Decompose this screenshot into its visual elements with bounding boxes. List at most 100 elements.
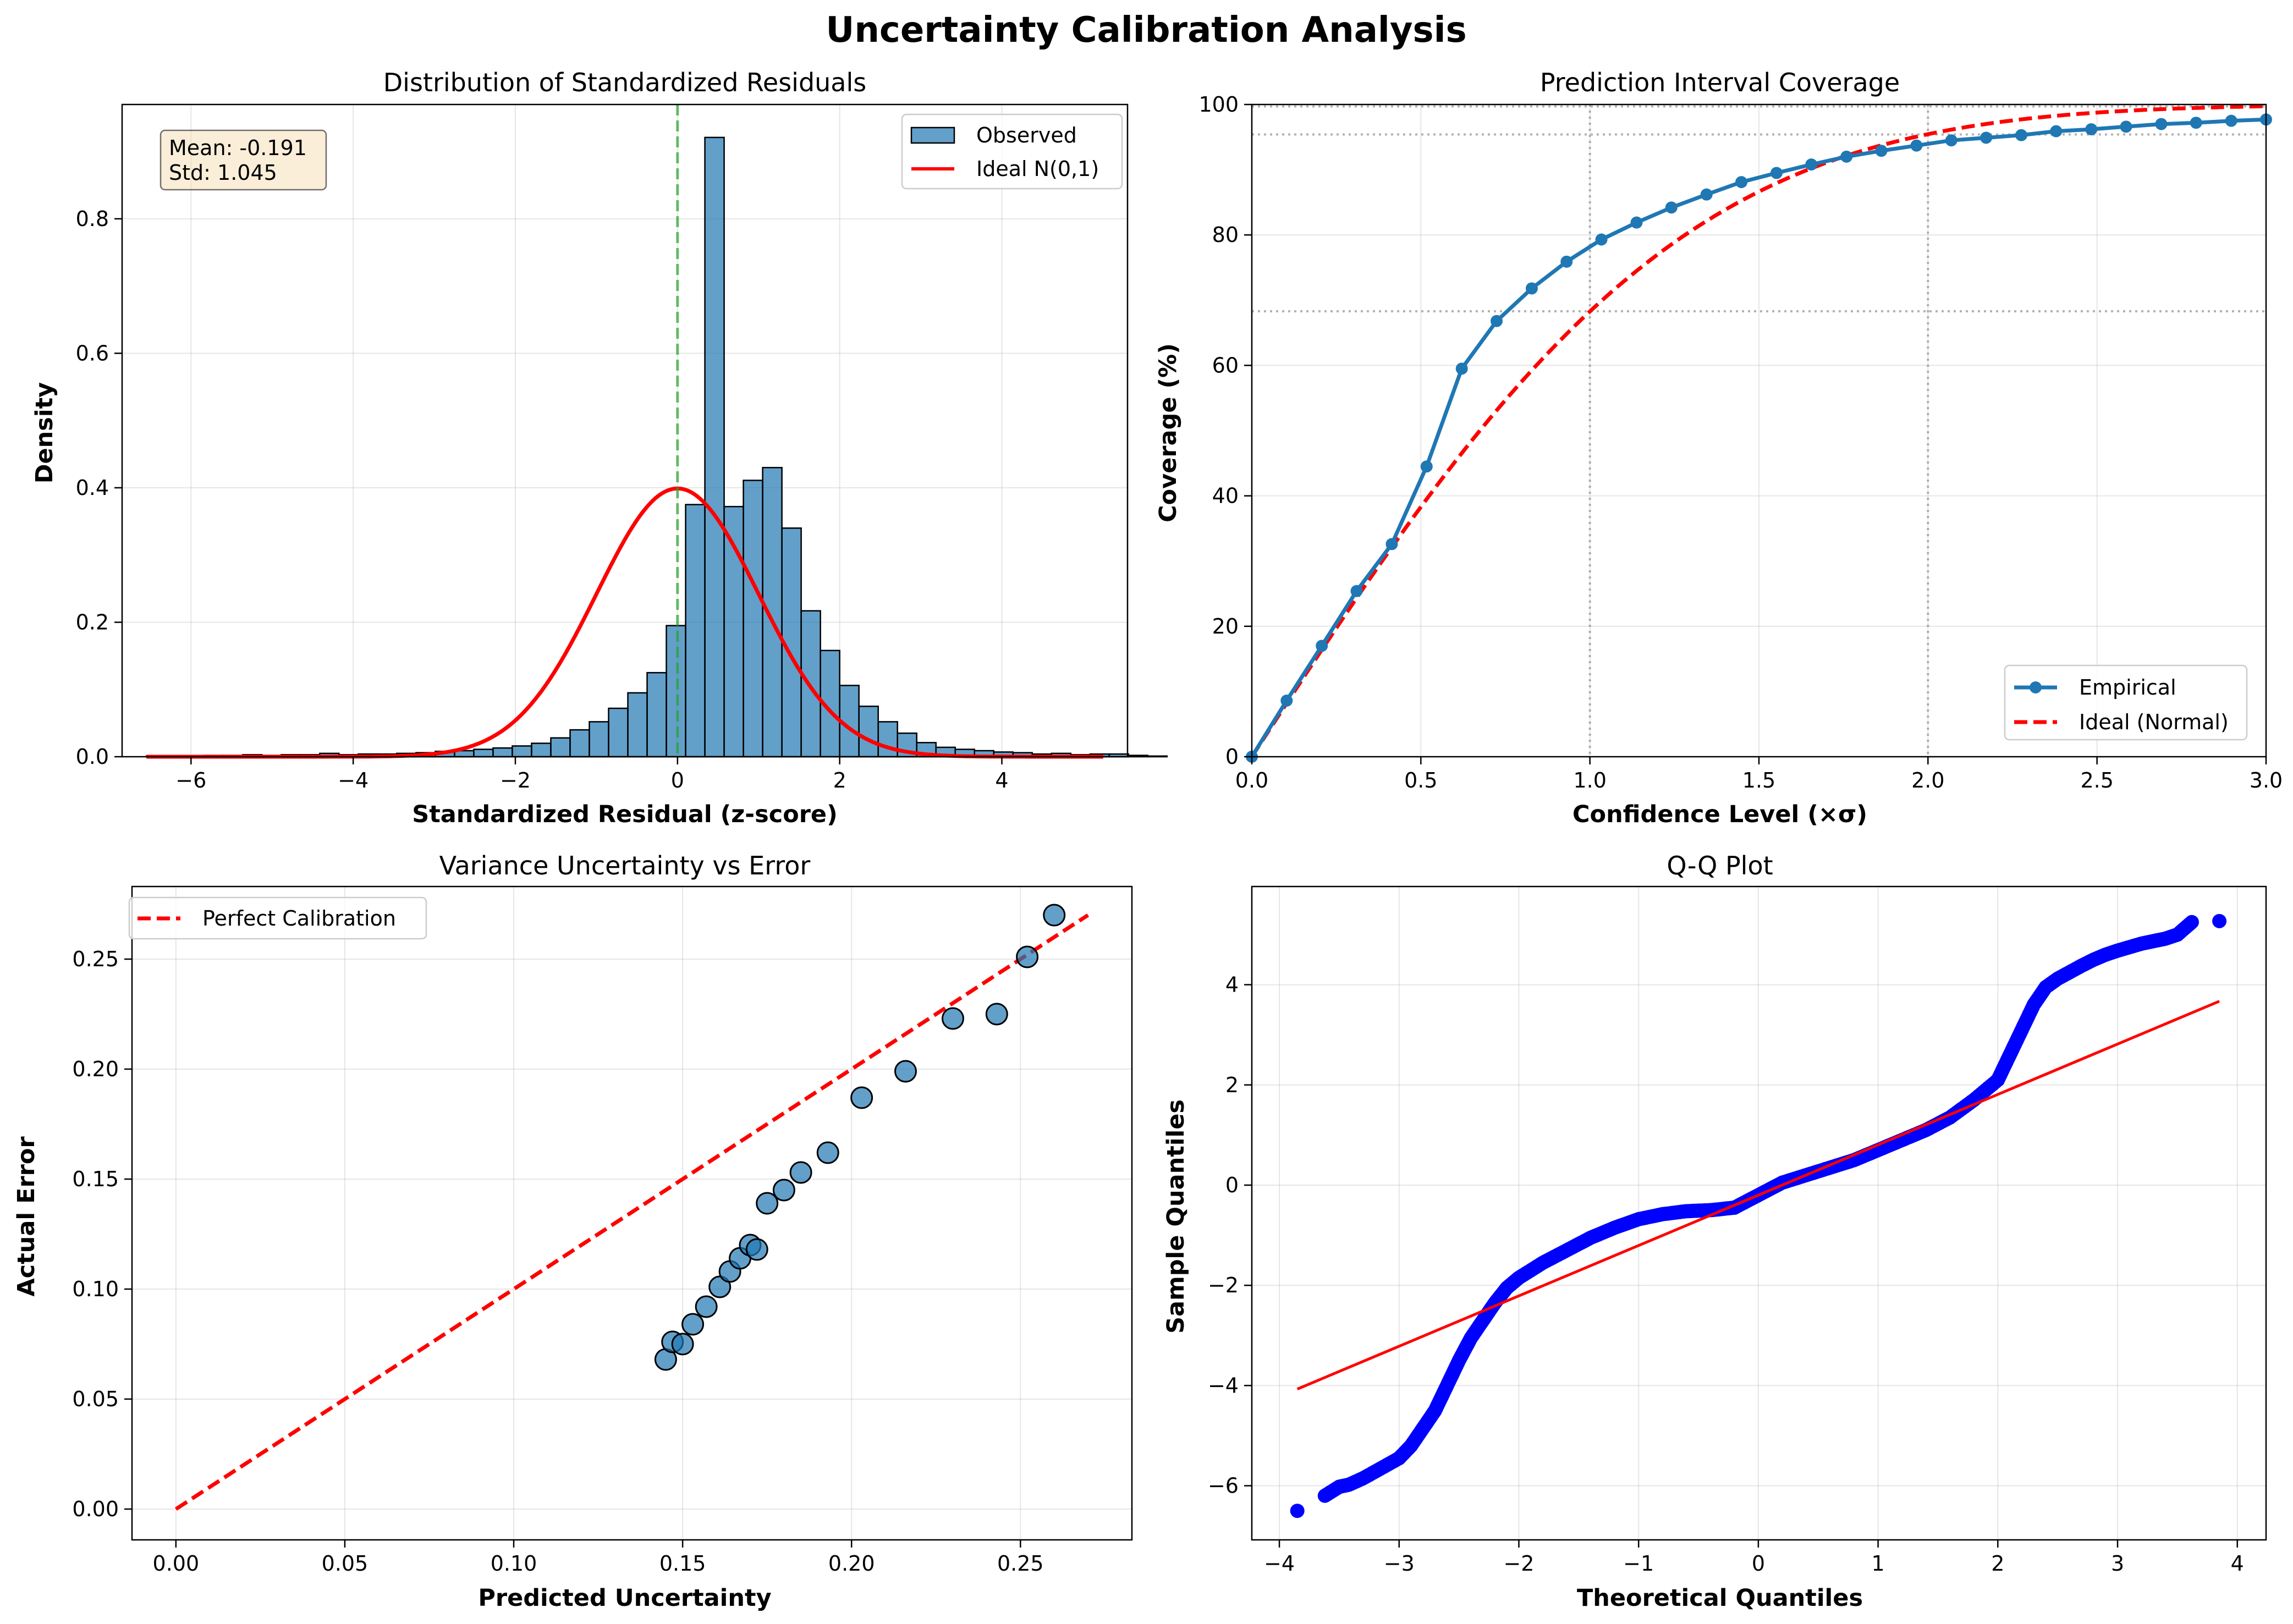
empirical-point (2225, 114, 2237, 127)
axes-frame (121, 103, 1129, 758)
histogram-bar (1147, 755, 1168, 758)
y-tick-label: 0.15 (72, 1167, 119, 1191)
y-tick-label: 0.05 (72, 1387, 119, 1411)
x-tick-label: 0.10 (491, 1551, 537, 1576)
empirical-point (1945, 134, 1957, 147)
y-tick-label: 100 (1198, 92, 1239, 117)
legend-label-empirical: Empirical (2079, 675, 2176, 700)
histogram-bar (704, 136, 725, 758)
histogram-bar (492, 747, 513, 758)
x-tick-label: 1.0 (1573, 768, 1606, 792)
x-tick-label: 0.25 (997, 1551, 1044, 1576)
x-axis-label: Confidence Level (×σ) (1572, 801, 1867, 828)
legend: Empirical Ideal (Normal) (2004, 664, 2248, 741)
x-tick-label: 0.05 (322, 1551, 369, 1576)
qq-fit-line (1296, 1000, 2220, 1391)
panel-qq-plot: Q-Q Plot Theoretical Quantiles Sample Qu… (1162, 851, 2267, 1612)
histogram-bar (1128, 755, 1149, 758)
y-tick-label: 0.4 (76, 476, 109, 500)
y-tick-label: −2 (1208, 1273, 1239, 1297)
empirical-point (1350, 585, 1363, 597)
x-tick-label: −2 (1503, 1551, 1534, 1576)
axes-frame (131, 885, 1133, 1541)
histogram-bar (589, 721, 609, 758)
x-tick-label: 0.0 (1235, 768, 1268, 792)
legend-label-ideal: Ideal N(0,1) (976, 157, 1099, 181)
y-tick-label: −4 (1208, 1373, 1239, 1397)
x-tick-label: 0.00 (153, 1551, 200, 1576)
y-tick-label: 4 (1225, 973, 1239, 997)
x-tick-label: −3 (1384, 1551, 1415, 1576)
y-tick-label: 0.20 (72, 1057, 119, 1081)
y-axis-label: Coverage (%) (1154, 343, 1182, 522)
histogram-bar (743, 480, 763, 758)
calibration-point (894, 1060, 917, 1083)
legend: Perfect Calibration (128, 896, 427, 940)
x-tick-label: 0 (1752, 1551, 1765, 1576)
calibration-point (789, 1161, 812, 1184)
calibration-point (941, 1007, 964, 1030)
legend-label-ideal-normal: Ideal (Normal) (2079, 710, 2229, 734)
y-tick-label: 0 (1225, 1173, 1239, 1197)
empirical-point (1910, 139, 1923, 152)
histogram-bar (512, 745, 532, 758)
x-tick-label: −2 (500, 768, 531, 792)
y-axis-label: Sample Quantiles (1162, 1099, 1190, 1334)
empirical-point (2190, 117, 2202, 129)
empirical-point (1875, 145, 1888, 157)
histogram-bar (800, 610, 821, 758)
qq-point (1290, 1504, 1305, 1518)
stats-box: Mean: -0.191 Std: 1.045 (160, 129, 327, 191)
x-tick-label: −6 (175, 768, 206, 792)
y-tick-label: 0.10 (72, 1277, 119, 1301)
histogram-bar (550, 737, 571, 758)
legend-frame (128, 896, 427, 940)
y-tick-label: −6 (1208, 1474, 1239, 1498)
y-tick-label: 80 (1212, 223, 1239, 247)
y-tick-label: 0.25 (72, 947, 119, 971)
empirical-point (1420, 460, 1433, 473)
plot-area: 0.00 0.05 0.10 0.15 0.20 0.25 0.00 0.05 0.10 0.15… (72, 885, 1133, 1576)
y-tick-label: 0.6 (76, 341, 109, 365)
calibration-point (745, 1238, 768, 1261)
empirical-point (1840, 150, 1853, 163)
ideal-normal-line (1250, 104, 2267, 758)
legend-frame (901, 113, 1123, 190)
empirical-point (1491, 315, 1503, 327)
empirical-point (1665, 201, 1678, 214)
legend-marker-empirical (2030, 681, 2042, 693)
y-tick-label: 40 (1212, 484, 1239, 508)
empirical-point (1700, 188, 1713, 201)
x-tick-label: 0 (671, 768, 684, 792)
histogram-bar (569, 729, 590, 758)
empirical-point (1595, 233, 1608, 246)
empirical-point (1280, 695, 1293, 707)
x-tick-label: 2.5 (2080, 768, 2113, 792)
perfect-calibration-line (174, 913, 1090, 1511)
histogram-bar (646, 671, 667, 758)
histogram-bar (666, 625, 686, 758)
empirical-point (1630, 216, 1643, 229)
panel-title: Q-Q Plot (1667, 851, 1773, 880)
x-tick-label: 2 (833, 768, 846, 792)
y-tick-label: 0.2 (76, 610, 109, 634)
y-axis-label: Density (31, 382, 58, 483)
empirical-point (2120, 120, 2132, 133)
empirical-point (1980, 131, 1993, 144)
x-tick-label: 3 (2111, 1551, 2124, 1576)
x-tick-label: −1 (1623, 1551, 1654, 1576)
calibration-point (708, 1275, 732, 1298)
empirical-point (1525, 282, 1538, 295)
x-tick-label: 1 (1872, 1551, 1885, 1576)
histogram-bar (858, 706, 879, 758)
y-tick-label: 0.8 (76, 207, 109, 231)
x-tick-label: 1.5 (1742, 768, 1775, 792)
calibration-point (671, 1333, 694, 1356)
y-tick-label: 2 (1225, 1073, 1239, 1097)
stats-mean: Mean: -0.191 (169, 136, 307, 160)
empirical-point (2015, 129, 2027, 141)
y-tick-label: 0.0 (76, 745, 109, 769)
empirical-point (1735, 176, 1748, 189)
histogram-bar (531, 742, 552, 758)
qq-point (2212, 913, 2227, 928)
